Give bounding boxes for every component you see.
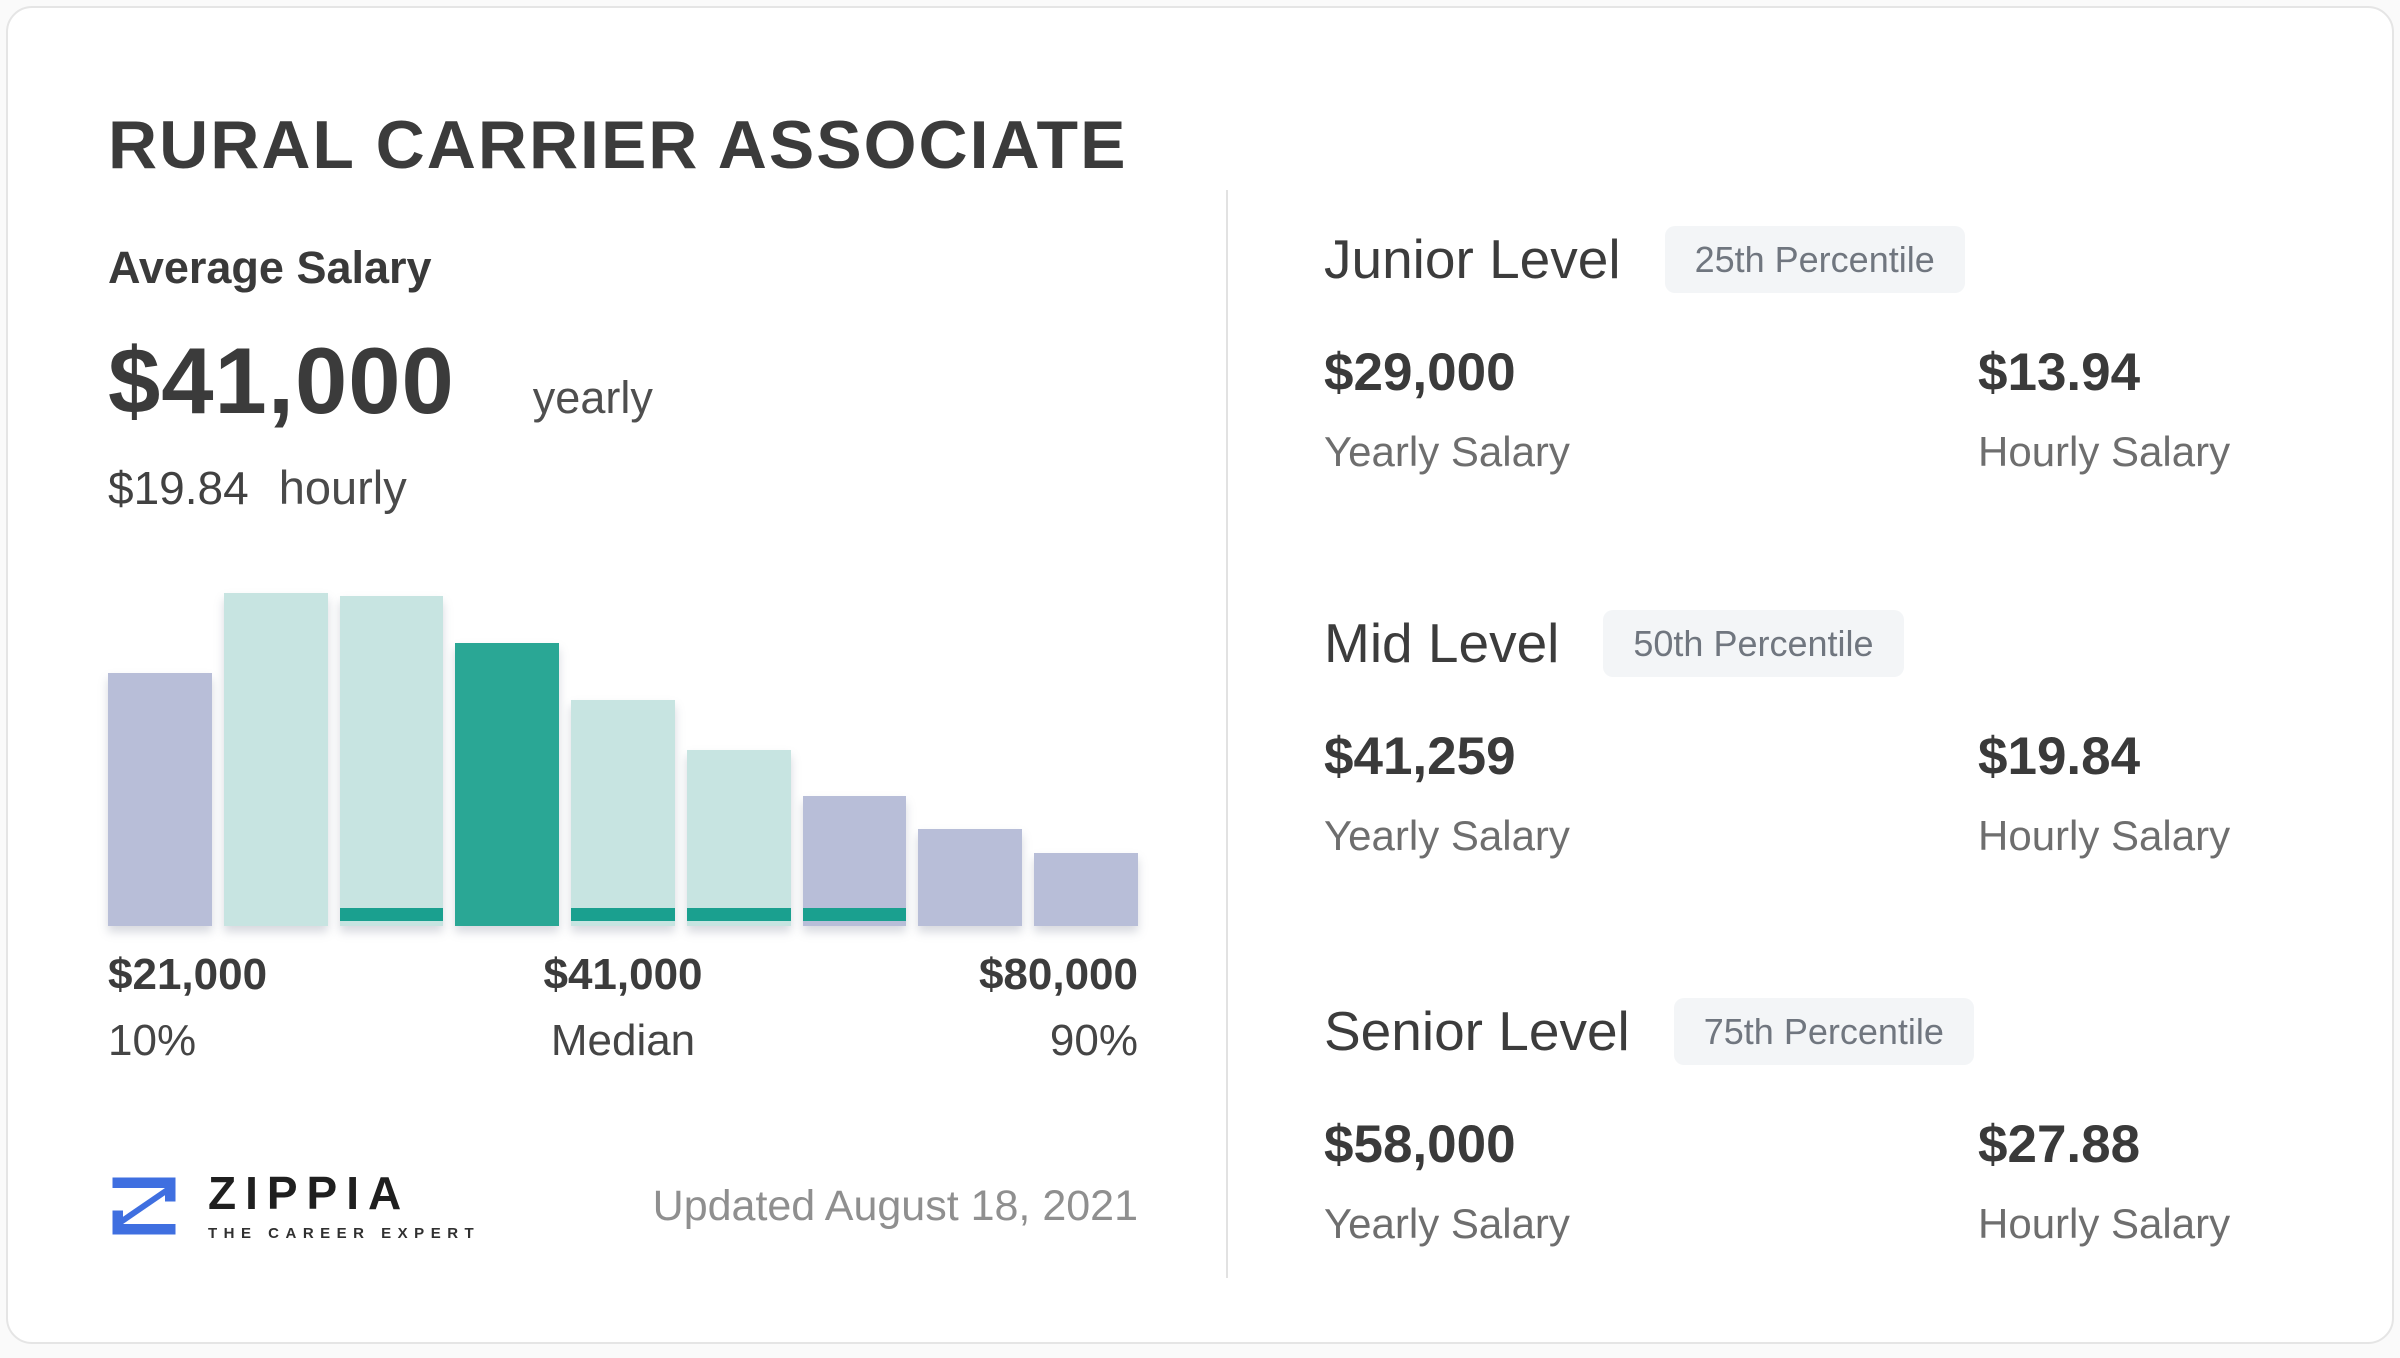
yearly-value: $58,000 [1324,1115,1516,1175]
median-strip [802,908,907,921]
histogram-bar [455,642,560,926]
hourly-salary-unit: hourly [278,461,407,514]
hourly-value: $19.84 [1978,727,2141,787]
histogram-bar [686,749,791,926]
level-values-row: $29,000 Yearly Salary $13.94 Hourly Salary [1324,343,2334,476]
hourly-label: Hourly Salary [1978,428,2231,476]
histogram-bar [1034,852,1139,926]
histogram-bar [223,593,328,926]
hourly-cell: $19.84 Hourly Salary [1978,727,2334,860]
vertical-divider [1226,190,1228,1278]
axis-value: $21,000 [108,950,268,999]
yearly-value: $41,259 [1324,727,1516,787]
zippia-logo-icon [112,1177,176,1235]
yearly-value: $29,000 [1324,343,1516,403]
level-values-row: $41,259 Yearly Salary $19.84 Hourly Salary [1324,727,2334,860]
hourly-salary-value: $19.84 [108,462,249,514]
percentile-badge: 50th Percentile [1603,610,1904,678]
percentile-badge: 75th Percentile [1673,998,1974,1066]
yearly-cell: $41,259 Yearly Salary [1324,727,1978,860]
salary-distribution-chart [108,593,1139,926]
salary-card: RURAL CARRIER ASSOCIATE Average Salary $… [6,6,2394,1344]
footer: ZIPPIA THE CAREER EXPERT Updated August … [108,1166,1138,1246]
histogram-bar [918,829,1023,926]
yearly-cell: $29,000 Yearly Salary [1324,343,1978,476]
brand-name: ZIPPIA [208,1167,411,1219]
axis-value: $80,000 [978,950,1138,999]
axis-group-90th: $80,000 90% [979,953,1138,1063]
yearly-cell: $58,000 Yearly Salary [1324,1115,1978,1248]
axis-value: $41,000 [543,950,703,999]
levels-panel: Junior Level 25th Percentile $29,000 Yearly… [1324,8,2334,1358]
level-name: Mid Level [1324,611,1560,674]
hourly-value: $13.94 [1978,343,2141,403]
page-title: RURAL CARRIER ASSOCIATE [108,107,1128,183]
hourly-cell: $27.88 Hourly Salary [1978,1115,2334,1248]
yearly-label: Yearly Salary [1324,428,1570,476]
histogram-bar [802,796,907,926]
median-strip [571,908,675,921]
histogram-bar [571,699,675,926]
level-name: Senior Level [1324,999,1630,1062]
level-heading-row: Mid Level 50th Percentile [1324,610,2334,678]
axis-group-10th: $21,000 10% [108,953,267,1063]
yearly-salary-unit: yearly [532,372,653,423]
brand-tagline: THE CAREER EXPERT [208,1225,481,1242]
average-salary-label: Average Salary [108,242,432,293]
yearly-label: Yearly Salary [1324,1200,1570,1248]
level-values-row: $58,000 Yearly Salary $27.88 Hourly Salary [1324,1115,2334,1248]
median-strip [339,908,444,921]
axis-label: Median [550,1016,696,1065]
histogram-bar [339,596,444,926]
percentile-badge: 25th Percentile [1664,226,1965,294]
histogram-bar [108,672,212,926]
level-section-mid: Mid Level 50th Percentile $41,259 Yearly Sa… [1324,610,2334,860]
level-heading-row: Senior Level 75th Percentile [1324,998,2334,1066]
hourly-label: Hourly Salary [1978,1200,2231,1248]
hourly-label: Hourly Salary [1978,812,2231,860]
salary-summary-panel: RURAL CARRIER ASSOCIATE Average Salary $… [108,8,1139,1358]
axis-label: 10% [108,1016,197,1065]
axis-label: 90% [1049,1016,1138,1065]
hourly-salary-row: $19.84 hourly [108,460,407,515]
median-strip [686,908,791,921]
level-heading-row: Junior Level 25th Percentile [1324,226,2334,294]
level-name: Junior Level [1324,227,1621,290]
axis-group-median: $41,000 Median [543,953,702,1063]
level-section-junior: Junior Level 25th Percentile $29,000 Yearly… [1324,226,2334,476]
yearly-salary-value: $41,000 [108,328,455,433]
updated-date: Updated August 18, 2021 [652,1181,1138,1230]
hourly-value: $27.88 [1978,1115,2141,1175]
yearly-label: Yearly Salary [1324,812,1570,860]
zippia-logo: ZIPPIA THE CAREER EXPERT [108,1166,480,1246]
yearly-salary-row: $41,000 yearly [108,334,653,428]
zippia-wordmark: ZIPPIA THE CAREER EXPERT [208,1170,480,1242]
hourly-cell: $13.94 Hourly Salary [1978,343,2334,476]
level-section-senior: Senior Level 75th Percentile $58,000 Yearly… [1324,998,2334,1248]
